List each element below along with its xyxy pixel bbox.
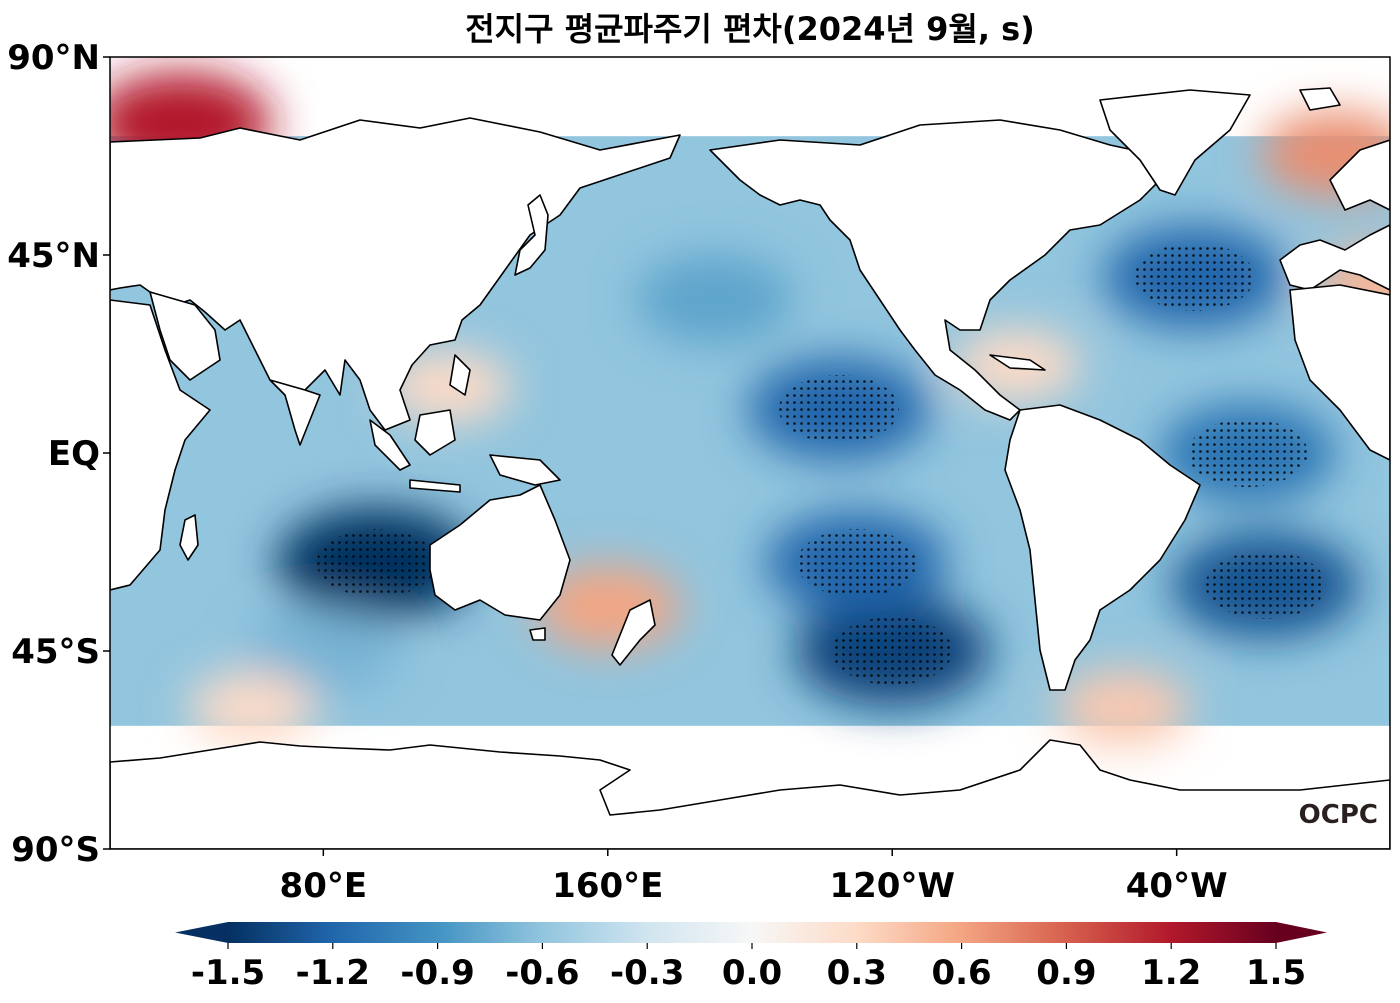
land-layer xyxy=(110,87,1390,849)
land-australia xyxy=(429,484,571,621)
land-antarctica xyxy=(110,739,1390,849)
colorbar-tick-label: -1.2 xyxy=(296,953,370,993)
land-borneo xyxy=(414,409,456,456)
colorbar-tick-label: 1.2 xyxy=(1141,953,1201,993)
lon-tick-label: 40°W xyxy=(1126,866,1228,906)
stipple-patch-0 xyxy=(778,375,899,443)
land-south-america xyxy=(1004,404,1201,691)
colorbar-extend-low xyxy=(175,922,228,943)
anomaly-region-16 xyxy=(188,671,317,745)
land-philippines xyxy=(449,354,471,396)
lon-tick-label: 120°W xyxy=(829,866,954,906)
colorbar-ticks: -1.5 -1.2 -0.9 -0.6 -0.3 0.0 0.3 0.6 0.9 1.2 1.5 xyxy=(191,943,1306,993)
land-new-guinea xyxy=(489,454,561,486)
lat-tick-label: 90°N xyxy=(7,38,100,78)
land-india xyxy=(269,379,321,446)
land-madagascar xyxy=(179,514,199,561)
colorbar-tick-label: -0.6 xyxy=(505,953,579,993)
lat-tick-label: 45°N xyxy=(7,236,100,276)
lon-tick-label: 160°E xyxy=(552,866,663,906)
colorbar-tick-label: 0.0 xyxy=(722,953,782,993)
land-sumatra xyxy=(369,419,411,471)
stipple-patch-4 xyxy=(1134,243,1255,311)
colorbar-extend-high xyxy=(1276,922,1327,943)
anomaly-region-0 xyxy=(635,254,794,344)
colorbar-tick-label: 1.5 xyxy=(1246,953,1306,993)
colorbar: -1.5 -1.2 -0.9 -0.6 -0.3 0.0 0.3 0.6 0.9 1.2 1.5 xyxy=(175,922,1327,993)
stipple-patch-1 xyxy=(832,617,953,685)
stipple-patch-5 xyxy=(1187,419,1308,487)
land-svalbard-region xyxy=(1299,87,1341,111)
lon-tick-label: 80°E xyxy=(280,866,368,906)
land-cuba xyxy=(989,354,1046,371)
colorbar-body xyxy=(228,922,1276,943)
colorbar-tick-label: 0.9 xyxy=(1036,953,1096,993)
colorbar-tick-label: -0.9 xyxy=(400,953,474,993)
land-java xyxy=(409,479,461,493)
land-eurasia xyxy=(110,117,681,431)
anomaly-region-15 xyxy=(1056,669,1191,747)
latitude-axis: 90°N 45°N EQ 45°S 90°S xyxy=(7,38,110,870)
land-africa xyxy=(110,299,211,591)
colorbar-tick-label: -1.5 xyxy=(191,953,265,993)
colorbar-tick-label: -0.3 xyxy=(610,953,684,993)
land-africa-west xyxy=(1289,284,1390,461)
land-tasmania xyxy=(529,627,546,641)
stipple-patch-2 xyxy=(796,529,917,597)
anomaly-region-13 xyxy=(383,350,512,424)
lat-tick-label: 90°S xyxy=(11,830,100,870)
anomaly-region-6 xyxy=(247,607,400,695)
land-scandinavia xyxy=(1329,139,1390,211)
land-new-zealand xyxy=(611,599,656,666)
stipple-patch-6 xyxy=(1205,551,1326,619)
longitude-axis: 80°E 160°E 120°W 40°W xyxy=(280,849,1228,906)
land-greenland xyxy=(1099,89,1251,196)
map-title: 전지구 평균파주기 편차(2024년 9월, s) xyxy=(465,10,1035,48)
significance-stippling xyxy=(316,243,1326,685)
land-japan xyxy=(514,194,549,276)
lat-tick-label: 45°S xyxy=(11,632,100,672)
stipple-patch-3 xyxy=(316,529,437,597)
land-arabia xyxy=(149,291,221,381)
land-north-america xyxy=(709,119,1181,421)
ocpc-watermark: OCPC xyxy=(1299,800,1378,830)
lat-tick-label: EQ xyxy=(48,434,100,474)
map-area: OCPC xyxy=(110,57,1390,849)
colorbar-tick-label: 0.6 xyxy=(931,953,991,993)
colorbar-tick-label: 0.3 xyxy=(827,953,887,993)
